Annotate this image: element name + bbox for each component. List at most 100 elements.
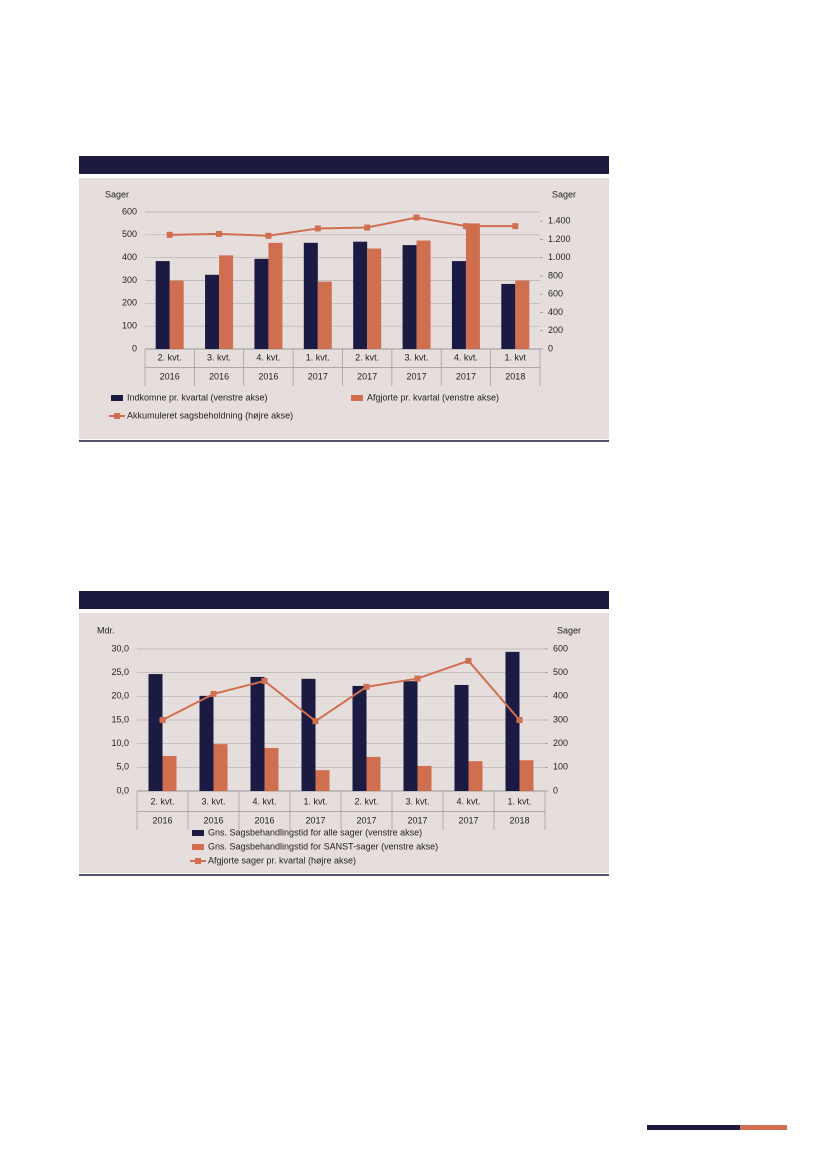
legend-label: Afgjorte sager pr. kvartal (højre akse) <box>208 855 356 865</box>
x-tick-label: 2018 <box>509 815 529 825</box>
line-marker <box>159 717 166 723</box>
line-marker <box>312 718 319 725</box>
bar <box>268 242 283 349</box>
x-tick-label: 2017 <box>407 815 427 825</box>
x-tick-label: 2. kvt. <box>150 796 174 806</box>
bar <box>366 756 381 791</box>
x-tick-label: 2017 <box>458 815 478 825</box>
legend-label: Afgjorte pr. kvartal (venstre akse) <box>367 392 499 402</box>
line-marker <box>265 232 272 239</box>
y-axis-label: Mdr. <box>97 625 115 635</box>
chart-header <box>79 156 609 174</box>
line-marker <box>414 675 421 682</box>
line-marker <box>166 231 173 238</box>
bar <box>352 685 367 791</box>
y-tick-label: 5,0 <box>116 762 129 772</box>
bar <box>219 255 234 349</box>
line-marker <box>512 223 519 230</box>
y2-tick-label: 1.400 <box>548 216 571 226</box>
legend-swatch <box>111 395 123 401</box>
x-tick-label: 2017 <box>305 815 325 825</box>
y2-tick-label: 300 <box>553 714 568 724</box>
y2-axis-label: Sager <box>557 625 581 635</box>
line-marker <box>462 223 469 230</box>
y2-axis-label: Sager <box>552 189 576 199</box>
y-tick-label: 300 <box>122 275 137 285</box>
footer-bar <box>740 1125 787 1130</box>
y2-tick-label: 600 <box>553 643 568 653</box>
x-tick-label: 3. kvt. <box>405 796 429 806</box>
bar <box>169 280 184 349</box>
chart-header <box>79 591 609 609</box>
y-tick-label: 500 <box>122 229 137 239</box>
x-tick-label: 4. kvt. <box>256 352 280 362</box>
legend-swatch <box>192 844 204 850</box>
x-tick-label: 2017 <box>357 371 377 381</box>
y2-tick-label: 400 <box>553 691 568 701</box>
y-tick-label: 20,0 <box>111 691 129 701</box>
bar <box>519 760 534 791</box>
bar <box>254 258 269 349</box>
y2-tick-label: 1.000 <box>548 252 571 262</box>
x-tick-label: 2018 <box>505 371 525 381</box>
bar <box>353 241 368 349</box>
bar <box>205 274 220 349</box>
x-tick-label: 2016 <box>258 371 278 381</box>
y-tick-label: 10,0 <box>111 738 129 748</box>
y2-tick-label: 100 <box>553 762 568 772</box>
bar <box>505 651 520 791</box>
y-axis-label: Sager <box>105 189 129 199</box>
legend-label: Akkumuleret sagsbeholdning (højre akse) <box>127 410 293 420</box>
legend-label: Gns. Sagsbehandlingstid for alle sager (… <box>208 827 422 837</box>
bar <box>416 240 431 349</box>
line-marker <box>516 717 523 723</box>
x-tick-label: 2016 <box>152 815 172 825</box>
x-tick-label: 4. kvt. <box>454 352 478 362</box>
x-tick-label: 2016 <box>209 371 229 381</box>
bar <box>451 261 466 349</box>
bar <box>403 681 418 791</box>
line-marker <box>261 677 268 684</box>
x-tick-label: 1. kvt <box>505 352 527 362</box>
legend-swatch <box>114 413 120 419</box>
x-tick-label: 3. kvt. <box>207 352 231 362</box>
y-tick-label: 600 <box>122 206 137 216</box>
line <box>162 659 521 723</box>
line-marker <box>363 683 370 690</box>
legend-swatch <box>195 858 201 864</box>
x-tick-label: 2017 <box>356 815 376 825</box>
x-tick-label: 4. kvt. <box>456 796 480 806</box>
bar <box>417 765 432 791</box>
line-marker <box>314 225 321 232</box>
y2-tick-label: 500 <box>553 667 568 677</box>
line-marker <box>216 230 223 237</box>
x-tick-label: 2017 <box>407 371 427 381</box>
bar <box>515 280 530 349</box>
y2-tick-label: 0 <box>548 343 553 353</box>
y-tick-label: 0 <box>132 343 137 353</box>
bar <box>468 761 483 791</box>
x-tick-label: 1. kvt. <box>507 796 531 806</box>
bar <box>301 678 316 791</box>
y-tick-label: 30,0 <box>111 643 129 653</box>
bar <box>199 695 214 791</box>
bar <box>303 242 318 349</box>
bar <box>454 684 469 791</box>
line-marker <box>210 690 217 697</box>
x-tick-label: 2017 <box>308 371 328 381</box>
x-tick-label: 3. kvt. <box>405 352 429 362</box>
line-marker <box>413 214 420 221</box>
x-tick-label: 2016 <box>203 815 223 825</box>
y2-tick-label: 600 <box>548 289 563 299</box>
x-tick-label: 2. kvt. <box>355 352 379 362</box>
line-marker <box>364 224 371 231</box>
bar <box>264 747 279 791</box>
bar <box>162 755 177 791</box>
footer-bar <box>647 1125 740 1130</box>
bar <box>317 281 332 349</box>
bar <box>155 261 170 349</box>
y2-tick-label: 200 <box>553 738 568 748</box>
x-tick-label: 2. kvt. <box>354 796 378 806</box>
x-tick-label: 2. kvt. <box>158 352 182 362</box>
